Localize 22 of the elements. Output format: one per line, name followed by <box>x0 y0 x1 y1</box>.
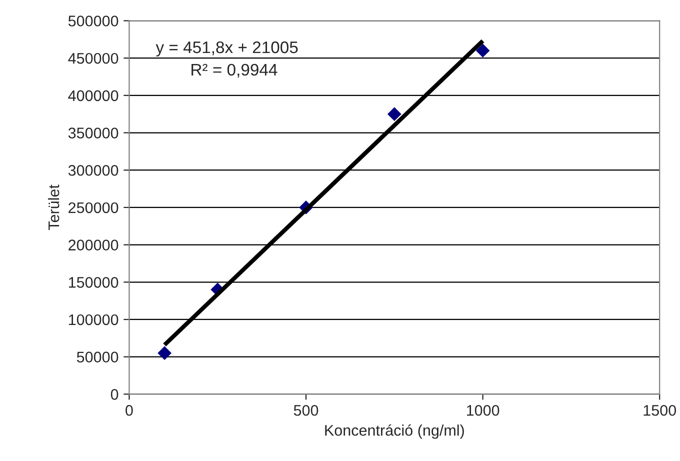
y-tick-label: 200000 <box>68 240 118 250</box>
x-tick-label: 1000 <box>466 404 500 416</box>
x-tick-label: 1500 <box>644 404 676 416</box>
y-tick-label: 500000 <box>68 16 118 26</box>
point <box>158 346 172 360</box>
y-tick-label: 400000 <box>68 90 118 102</box>
y-tick-label: 250000 <box>68 202 118 214</box>
y-tick-label: 0 <box>110 389 118 400</box>
y-tick-label: 100000 <box>68 314 118 326</box>
y-tick-label: 450000 <box>68 52 118 64</box>
point <box>387 107 402 122</box>
annotation: y = 451,8x + 21005 <box>156 41 298 57</box>
y-tick-label: 300000 <box>68 164 118 176</box>
x-tick-label: 0 <box>126 404 133 416</box>
y-axis-title: Terület <box>48 184 60 230</box>
y-tick-label: 50000 <box>76 352 118 362</box>
annotation: R² = 0,9944 <box>192 64 278 78</box>
x-axis-title: Koncentráció (ng/ml) <box>325 424 464 439</box>
x-tick-label: 500 <box>294 404 318 416</box>
point <box>476 44 490 58</box>
y-tick-label: 150000 <box>68 277 118 288</box>
y-tick-label: 350000 <box>68 128 118 138</box>
